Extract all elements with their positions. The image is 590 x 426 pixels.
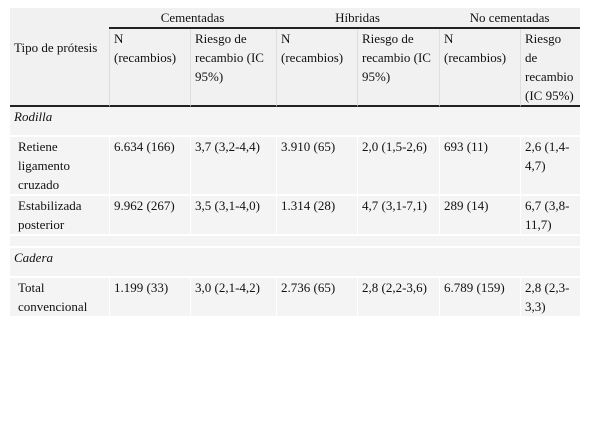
cell-nc-n: 693 (11) xyxy=(439,135,521,194)
cell-hib-n: 2.736 (65) xyxy=(276,276,358,316)
table-row: Retiene ligamento cruzado 6.634 (166) 3,… xyxy=(10,135,581,194)
cell-hib-riesgo: 2,0 (1,5-2,6) xyxy=(357,135,440,194)
row-label: Retiene ligamento cruzado xyxy=(10,135,109,194)
header-n-hibridas: N (recambios) xyxy=(276,29,358,107)
header-riesgo-hibridas: Riesgo de recambio (IC 95%) xyxy=(357,29,440,107)
column-header-row: Tipo de prótesis N (recambios) Riesgo de… xyxy=(10,29,581,107)
cell-nc-riesgo: 2,8 (2,3-3,3) xyxy=(520,276,581,316)
cell-nc-n: 289 (14) xyxy=(439,194,521,234)
header-riesgo-cementadas: Riesgo de recambio (IC 95%) xyxy=(190,29,277,107)
header-n-no-cementadas: N (recambios) xyxy=(439,29,521,107)
table-row: Total convencional 1.199 (33) 3,0 (2,1-4… xyxy=(10,276,581,316)
cell-nc-n: 6.789 (159) xyxy=(439,276,521,316)
row-label: Total convencional xyxy=(10,276,109,316)
cell-cem-n: 9.962 (267) xyxy=(109,194,190,234)
section-row: Cadera xyxy=(10,246,581,276)
cell-cem-n: 6.634 (166) xyxy=(109,135,190,194)
cell-cem-riesgo: 3,5 (3,1-4,0) xyxy=(190,194,277,234)
empty-header-cell xyxy=(10,8,109,29)
group-no-cementadas: No cementadas xyxy=(439,8,581,29)
section-title-rodilla: Rodilla xyxy=(10,107,581,135)
cell-cem-riesgo: 3,0 (2,1-4,2) xyxy=(190,276,277,316)
cell-hib-riesgo: 4,7 (3,1-7,1) xyxy=(357,194,440,234)
section-row: Rodilla xyxy=(10,107,581,135)
spacer-row xyxy=(10,234,581,246)
group-hibridas: Híbridas xyxy=(276,8,440,29)
table-row: Estabilizada posterior 9.962 (267) 3,5 (… xyxy=(10,194,581,234)
cell-hib-n: 1.314 (28) xyxy=(276,194,358,234)
header-n-cementadas: N (recambios) xyxy=(109,29,190,107)
cell-hib-riesgo: 2,8 (2,2-3,6) xyxy=(357,276,440,316)
cell-hib-n: 3.910 (65) xyxy=(276,135,358,194)
results-table: Cementadas Híbridas No cementadas Tipo d… xyxy=(10,8,581,316)
cell-nc-riesgo: 6,7 (3,8-11,7) xyxy=(520,194,581,234)
header-riesgo-no-cementadas: Riesgo de recambio (IC 95%) xyxy=(520,29,581,107)
header-tipo: Tipo de prótesis xyxy=(10,29,109,107)
section-title-cadera: Cadera xyxy=(10,246,581,276)
cell-nc-riesgo: 2,6 (1,4-4,7) xyxy=(520,135,581,194)
cell-cem-riesgo: 3,7 (3,2-4,4) xyxy=(190,135,277,194)
row-label: Estabilizada posterior xyxy=(10,194,109,234)
cell-cem-n: 1.199 (33) xyxy=(109,276,190,316)
group-cementadas: Cementadas xyxy=(109,8,277,29)
group-header-row: Cementadas Híbridas No cementadas xyxy=(10,8,581,29)
